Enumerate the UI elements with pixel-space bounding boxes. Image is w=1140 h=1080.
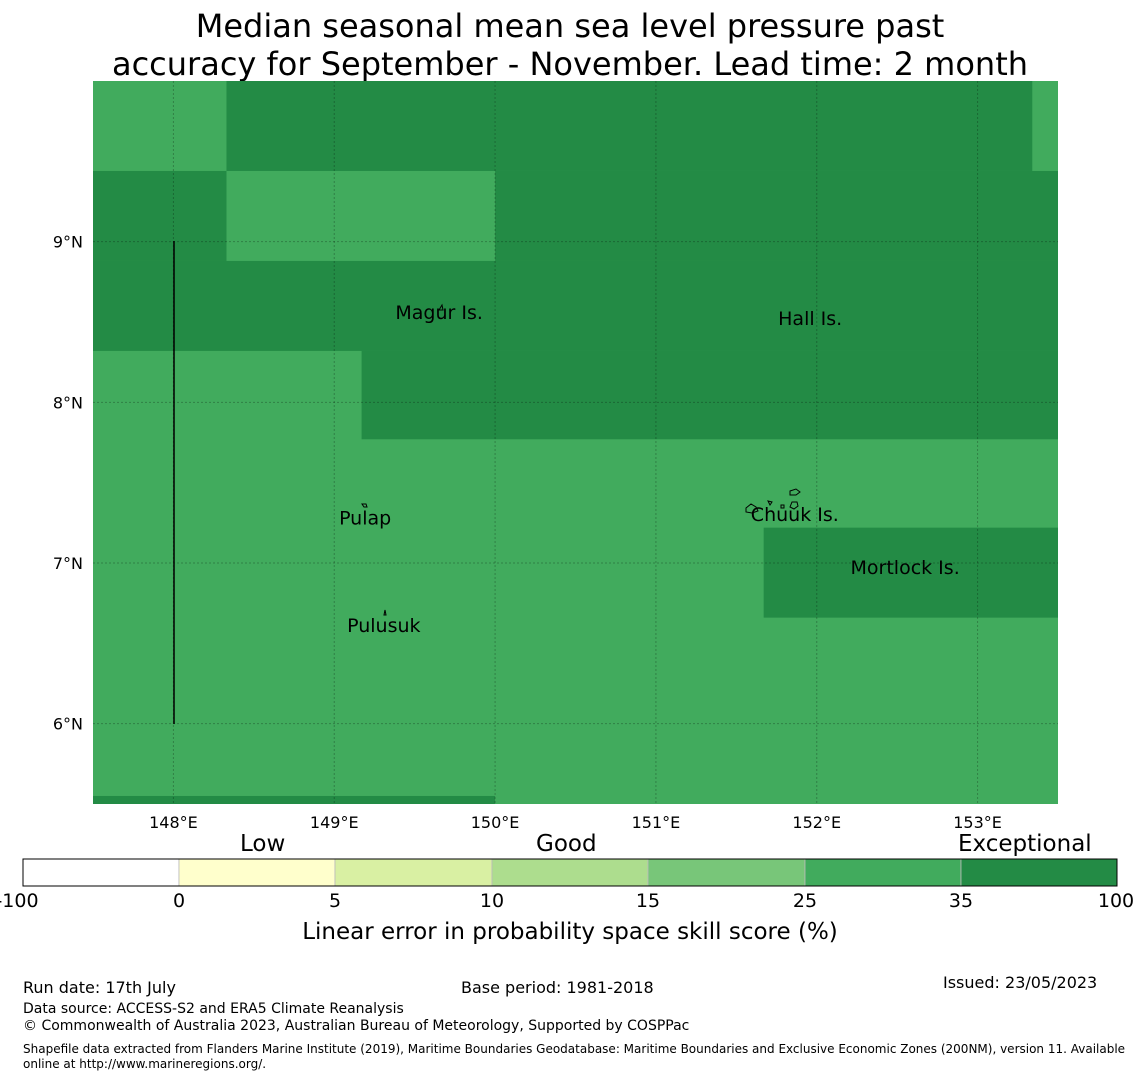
longitude-tick-label: 152°E [792, 813, 841, 832]
island-label: Magur Is. [395, 302, 483, 324]
colorbar [22, 858, 1118, 887]
exceptional-skill-region [93, 795, 496, 804]
exceptional-skill-region [361, 350, 1058, 440]
exceptional-skill-region [495, 170, 1058, 261]
colorbar-segment [804, 858, 962, 887]
skill-regions [93, 81, 1058, 804]
chuuk-island-shape-3 [780, 504, 785, 509]
colorbar-segment [334, 858, 493, 887]
colorbar-category-low: Low [240, 831, 286, 857]
colorbar-outline [22, 858, 1118, 887]
longitude-tick-label: 151°E [632, 813, 681, 832]
run-date: Run date: 17th July [23, 978, 176, 997]
island-label: Pulusuk [347, 615, 420, 637]
map-title-line-2: accuracy for September - November. Lead … [111, 45, 1029, 83]
exceptional-skill-region [226, 81, 496, 171]
pulusuk-island-shape [383, 609, 387, 616]
longitude-tick-label: 150°E [471, 813, 520, 832]
exceptional-skill-region [763, 527, 1058, 618]
colorbar-tick: 0 [172, 890, 186, 912]
chuuk-island-shape-2 [767, 500, 773, 506]
magur-island-shape [438, 303, 444, 311]
longitude-tick-label: 153°E [953, 813, 1002, 832]
island-label: Chuuk Is. [751, 504, 839, 526]
colorbar-tick: 35 [948, 890, 974, 912]
island-label: Pulap [339, 507, 391, 529]
exceptional-skill-region [93, 260, 1058, 351]
colorbar-tick: -100 [0, 890, 39, 912]
pulap-island-shape [361, 503, 368, 508]
colorbar-label: Linear error in probability space skill … [302, 919, 838, 945]
colorbar-category-good: Good [536, 831, 597, 857]
copyright: © Commonwealth of Australia 2023, Austra… [23, 1018, 690, 1034]
longitude-tick-label: 148°E [149, 813, 198, 832]
island-label: Hall Is. [778, 308, 842, 330]
issued-date: Issued: 23/05/2023 [943, 973, 1098, 992]
map-title-line-1: Median seasonal mean sea level pressure … [195, 7, 945, 45]
chuuk-island-shape-4 [789, 488, 801, 496]
latitude-tick-label: 7°N [53, 554, 83, 573]
island-label: Mortlock Is. [851, 557, 960, 579]
colorbar-tick: 10 [479, 890, 505, 912]
colorbar-tick: 100 [1097, 890, 1135, 912]
colorbar-category-exceptional: Exceptional [958, 831, 1092, 857]
latitude-tick-label: 9°N [53, 233, 83, 252]
colorbar-segment [647, 858, 806, 887]
exceptional-skill-region [93, 170, 227, 261]
chuuk-island-shape-5 [789, 501, 799, 510]
colorbar-tick: 25 [792, 890, 818, 912]
colorbar-segment [491, 858, 649, 887]
island-shapes [361, 303, 801, 616]
colorbar-tick: 5 [328, 890, 342, 912]
shapefile-credit: Shapefile data extracted from Flanders M… [23, 1042, 1126, 1071]
data-source: Data source: ACCESS-S2 and ERA5 Climate … [23, 1001, 404, 1017]
colorbar-segment [960, 858, 1118, 887]
base-period: Base period: 1981-2018 [461, 978, 654, 997]
latitude-tick-label: 6°N [53, 715, 83, 734]
chuuk-island-shape-1 [745, 503, 759, 514]
exceptional-skill-region [495, 81, 1033, 171]
colorbar-segment [22, 858, 180, 887]
colorbar-tick: 15 [635, 890, 661, 912]
longitude-tick-label: 149°E [310, 813, 359, 832]
island-labels: Magur Is. Hall Is. Pulap Chuuk Is. Mortlock … [339, 302, 960, 637]
colorbar-segment [178, 858, 336, 887]
latitude-tick-label: 8°N [53, 393, 83, 412]
axis-tick-labels: 148°E 149°E 150°E 151°E 152°E 153°E 9°N 8°N 7°N 6… [53, 233, 1002, 832]
